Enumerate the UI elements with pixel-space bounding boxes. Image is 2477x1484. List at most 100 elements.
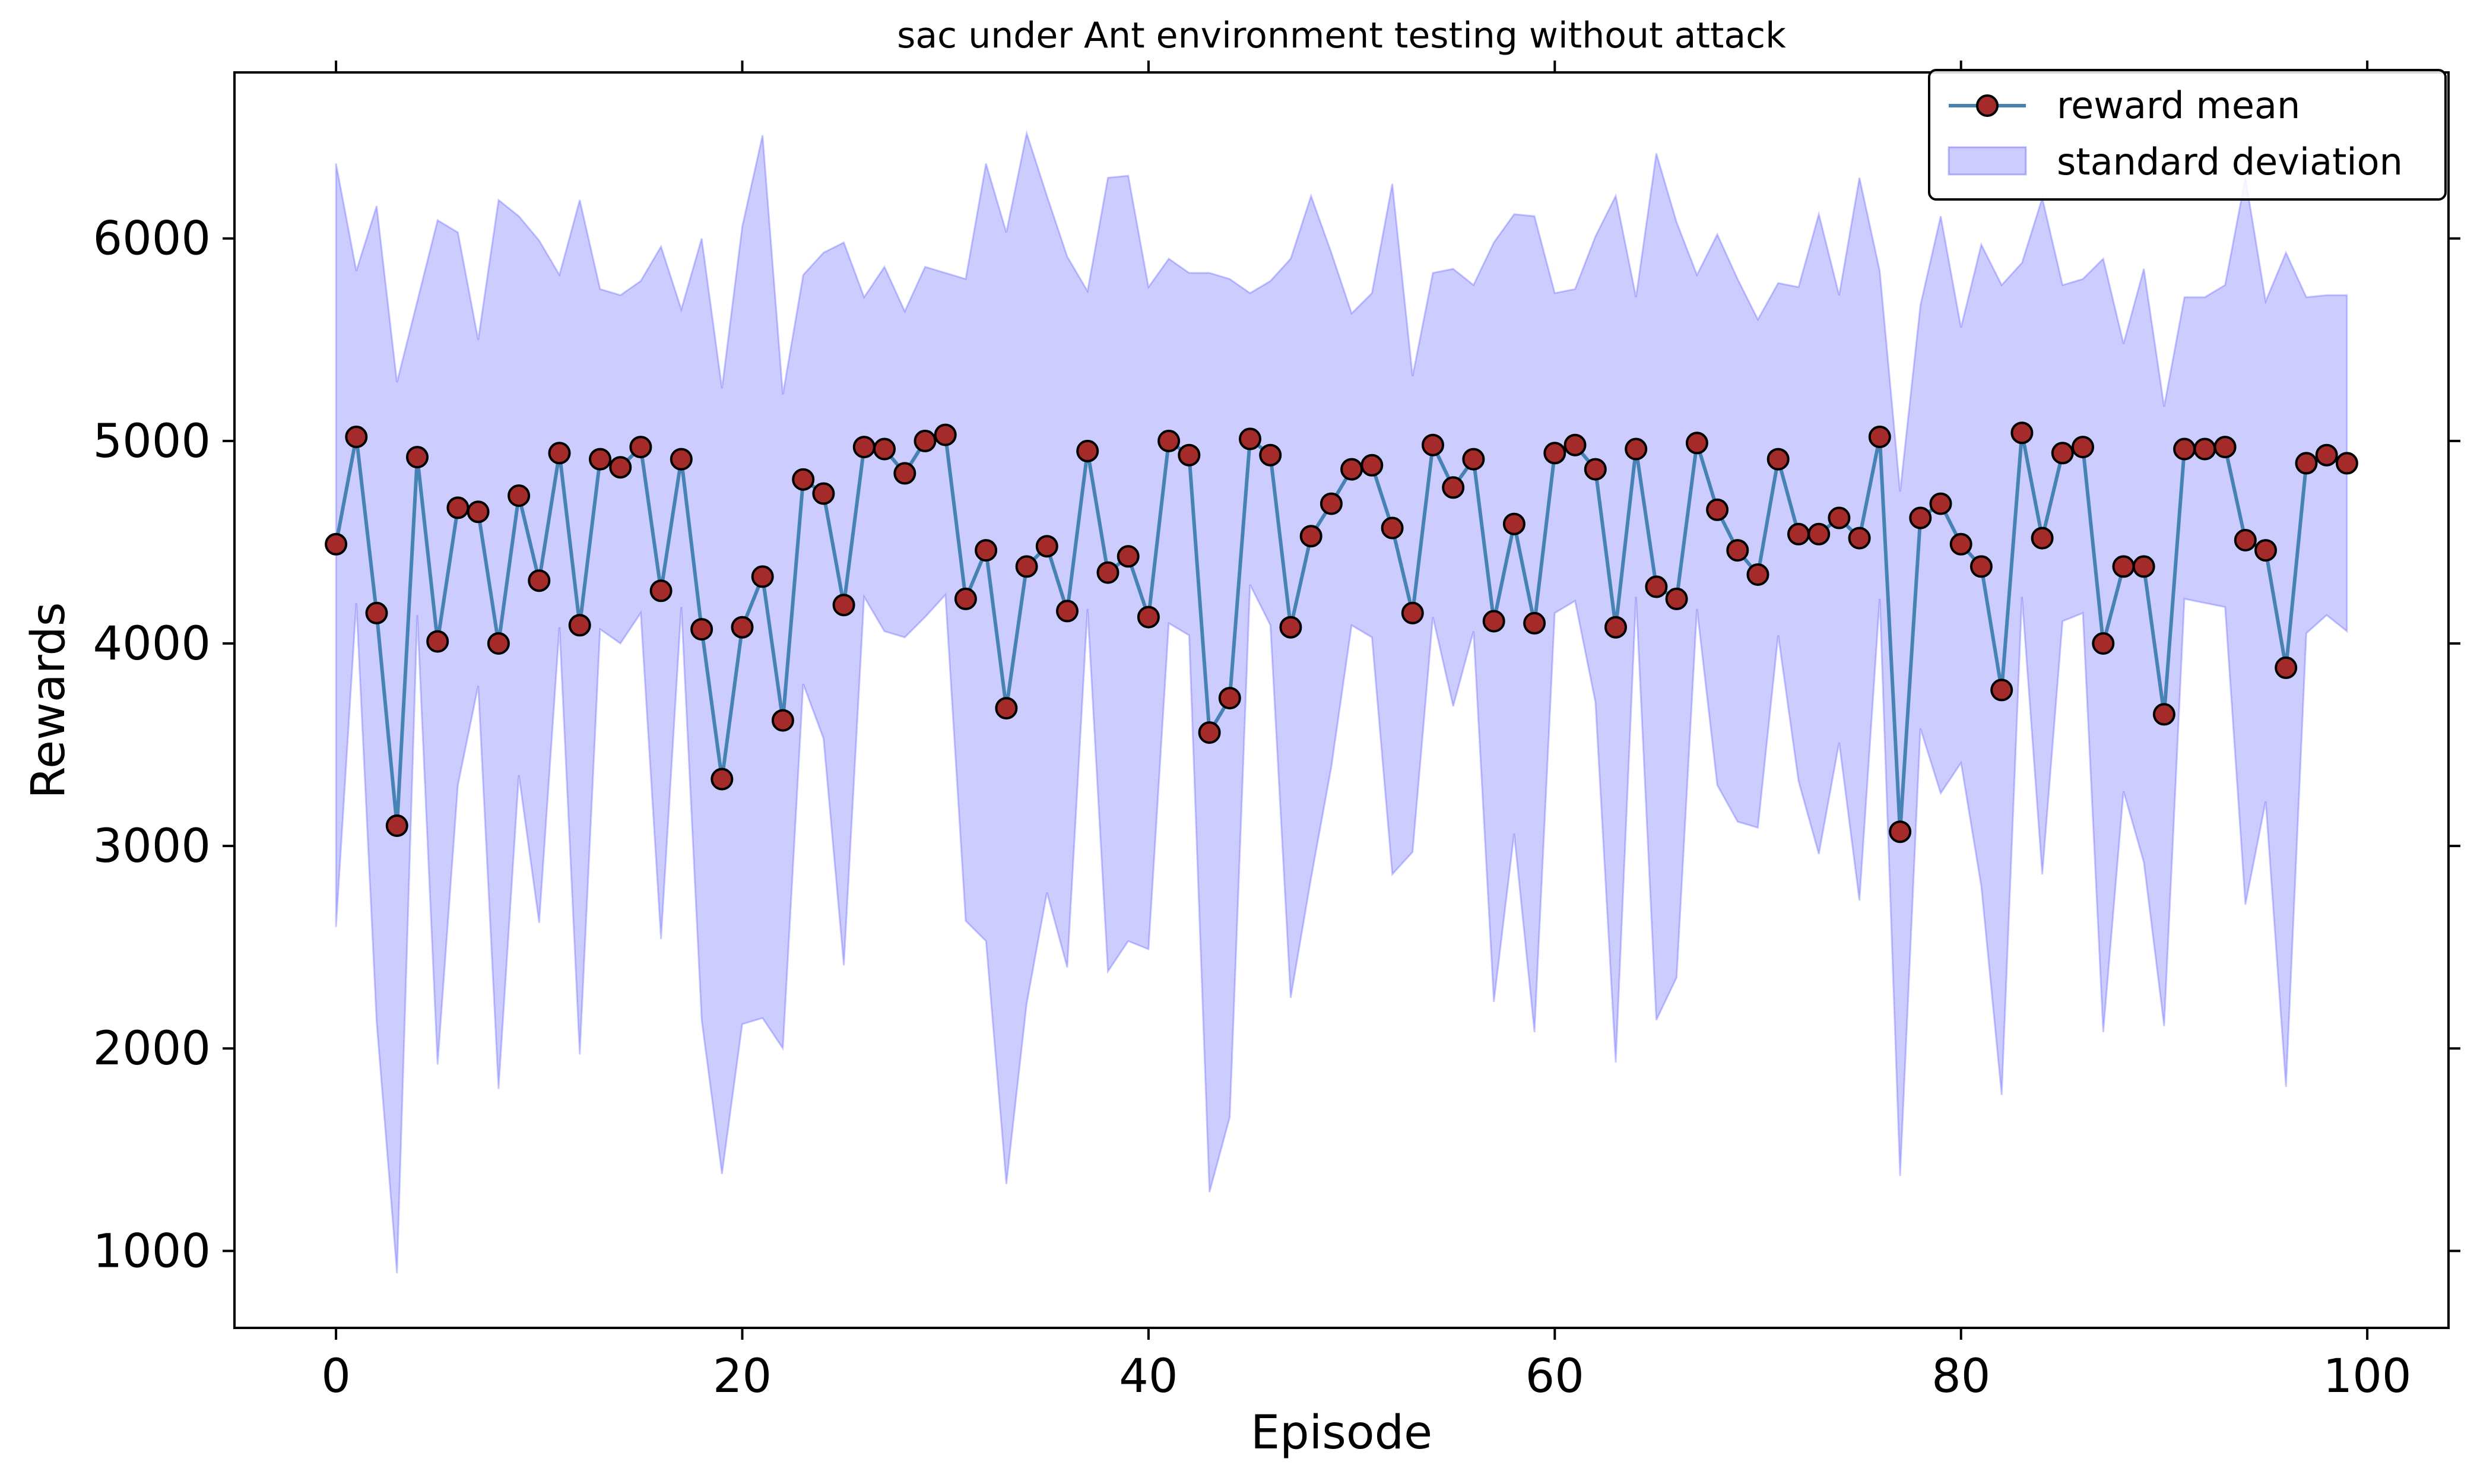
reward-point (1868, 426, 1891, 448)
reward-point (914, 429, 937, 452)
reward-point (1990, 678, 2013, 702)
reward-point (649, 579, 673, 603)
reward-point (2275, 656, 2298, 679)
reward-point (751, 565, 774, 588)
reward-point (2031, 527, 2054, 550)
reward-point (934, 423, 957, 446)
reward-point (609, 456, 632, 479)
reward-point (1401, 601, 1424, 624)
reward-point (1746, 563, 1769, 586)
std-band-layer (335, 129, 2348, 1274)
reward-point (1076, 439, 1099, 462)
reward-point (2173, 437, 2196, 461)
reward-point (2010, 421, 2034, 445)
y-tick-label: 4000 (93, 617, 211, 671)
reward-point (548, 442, 571, 465)
chart-title: sac under Ant environment testing withou… (897, 15, 1786, 56)
reward-point (1523, 611, 1546, 635)
x-tick-label: 60 (1525, 1350, 1584, 1403)
x-tick-label: 40 (1119, 1350, 1178, 1403)
legend: reward mean standard deviation (1928, 69, 2447, 201)
reward-point (1502, 512, 1525, 535)
y-tick-label: 1000 (93, 1225, 211, 1278)
reward-point (1685, 432, 1708, 455)
reward-point (487, 632, 510, 655)
reward-point (629, 436, 652, 459)
y-tick-label: 3000 (93, 820, 211, 873)
reward-point (2234, 529, 2257, 551)
reward-point (1279, 616, 1302, 639)
reward-point (1929, 492, 1952, 515)
std-deviation-band (335, 129, 2348, 1274)
reward-point (1137, 605, 1160, 629)
reward-point (1096, 561, 1119, 584)
reward-point (1543, 442, 1566, 465)
reward-point (1422, 433, 1444, 456)
reward-point (1563, 433, 1587, 456)
legend-box (1928, 69, 2447, 201)
reward-point (1198, 721, 1221, 744)
reward-point (995, 697, 1018, 720)
reward-point (508, 484, 531, 507)
reward-point (1218, 687, 1241, 710)
reward-point (1462, 448, 1485, 471)
reward-point (1381, 516, 1404, 540)
y-tick-label: 2000 (93, 1022, 211, 1076)
legend-label-standard-deviation: standard deviation (2057, 140, 2403, 183)
reward-point (1787, 522, 1810, 546)
reward-point (1584, 458, 1607, 481)
reward-point (426, 630, 449, 653)
reward-point (1117, 545, 1140, 568)
reward-point (1969, 555, 1993, 578)
reward-point (1604, 616, 1627, 639)
reward-point (2254, 539, 2277, 562)
reward-point (589, 448, 611, 471)
legend-band-swatch (1948, 146, 2027, 176)
reward-point (467, 500, 490, 524)
reward-point (670, 448, 693, 471)
reward-point (873, 437, 896, 461)
reward-point (1726, 539, 1749, 562)
reward-point (385, 814, 408, 837)
reward-point (1157, 429, 1181, 452)
reward-point (1949, 532, 1972, 556)
reward-point (2193, 437, 2216, 461)
reward-point (1178, 443, 1201, 467)
reward-point (1807, 522, 1831, 546)
mean-marker-layer (325, 421, 2358, 844)
reward-point (1442, 476, 1465, 499)
reward-point (2072, 436, 2094, 459)
reward-point (792, 468, 815, 491)
reward-point (406, 446, 429, 469)
reward-point (954, 587, 977, 610)
reward-point (2132, 555, 2155, 578)
reward-point (2213, 436, 2237, 459)
reward-mean-line (334, 431, 2348, 834)
reward-point (1299, 525, 1322, 548)
y-axis-label: Rewards (22, 602, 75, 798)
reward-point (1645, 575, 1668, 598)
reward-point (1706, 498, 1729, 521)
reward-point (2335, 452, 2358, 475)
reward-point (2152, 703, 2175, 726)
reward-point (852, 436, 876, 459)
reward-point (2112, 555, 2135, 578)
reward-point (1909, 506, 1932, 529)
reward-point (1360, 454, 1384, 477)
reward-point (893, 462, 916, 485)
reward-point (1340, 458, 1363, 481)
reward-point (1320, 492, 1343, 515)
reward-point (1259, 443, 1282, 467)
reward-point (365, 601, 388, 624)
reward-point (1239, 427, 1261, 451)
reward-point (975, 539, 998, 562)
reward-point (1035, 535, 1058, 558)
reward-point (1766, 448, 1790, 471)
reward-point (446, 496, 470, 519)
legend-marker-swatch (1976, 94, 1999, 117)
reward-point (1828, 506, 1851, 529)
reward-point (2051, 442, 2074, 465)
reward-point (690, 618, 713, 641)
reward-point (325, 532, 348, 556)
